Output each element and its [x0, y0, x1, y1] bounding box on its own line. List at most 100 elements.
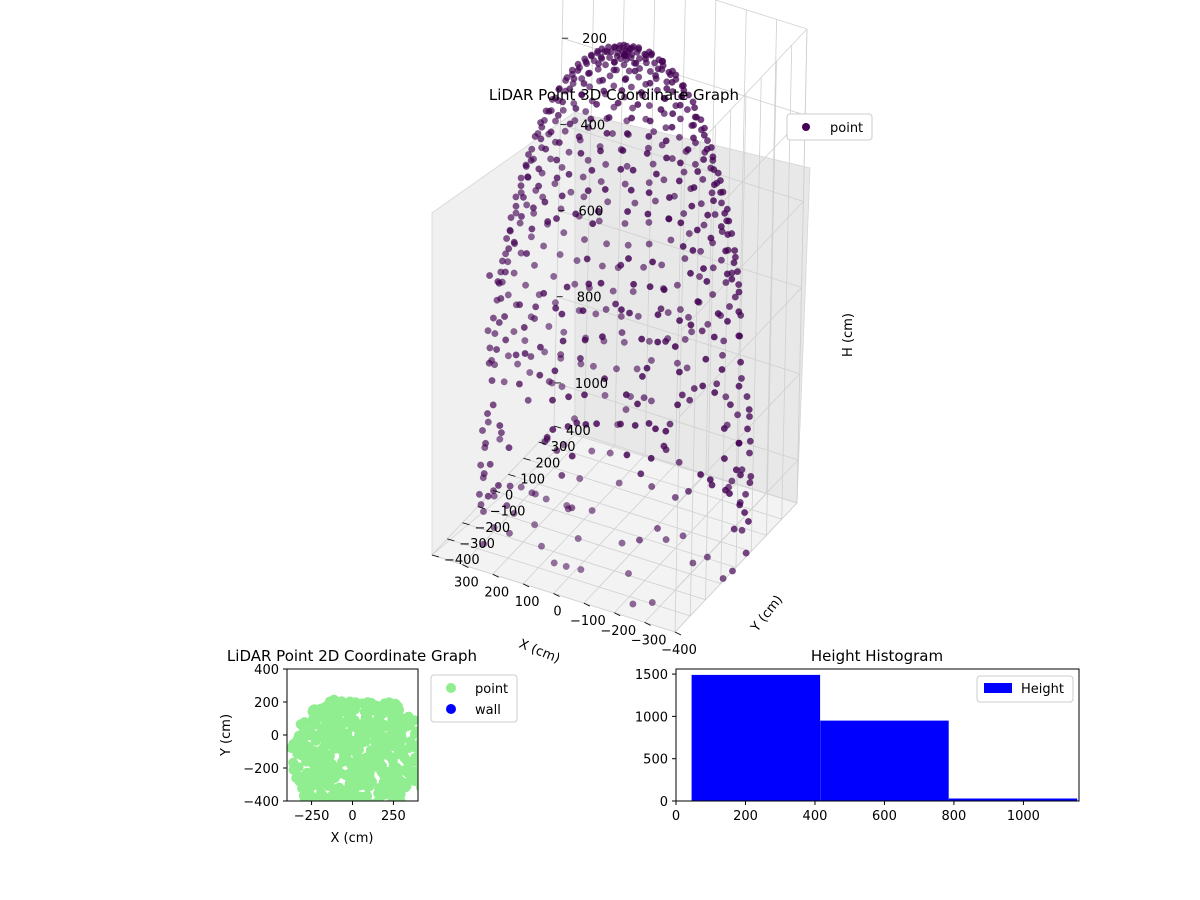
data-point-3d	[560, 229, 568, 237]
data-point-3d	[623, 451, 631, 459]
tick-label-z-3d: 800	[577, 291, 602, 306]
data-point-3d	[631, 421, 639, 429]
data-point-3d	[538, 123, 546, 131]
data-point-3d	[625, 67, 633, 75]
histogram-title: Height Histogram	[811, 647, 943, 665]
data-point-3d	[559, 106, 567, 114]
data-point-3d	[735, 439, 743, 447]
data-point-2d	[335, 807, 345, 817]
data-point-3d	[662, 536, 670, 544]
histogram-bars	[691, 674, 1078, 801]
data-point-2d	[361, 811, 371, 821]
data-point-2d	[317, 790, 328, 801]
grid-backy-x	[644, 0, 656, 455]
data-point-3d	[728, 275, 736, 283]
data-point-3d	[631, 199, 639, 207]
data-point-3d	[617, 261, 625, 269]
data-point-3d	[581, 336, 589, 344]
data-point-3d	[528, 145, 536, 153]
data-point-2d	[371, 734, 381, 745]
data-point-3d	[576, 354, 584, 362]
data-point-3d	[642, 55, 650, 63]
data-point-3d	[486, 344, 494, 352]
data-point-3d	[574, 535, 582, 542]
data-point-3d	[547, 155, 555, 163]
data-point-3d	[549, 396, 556, 404]
data-point-3d	[627, 83, 635, 91]
data-point-3d	[527, 233, 535, 241]
data-point-3d	[594, 207, 602, 215]
data-point-2d	[410, 766, 418, 777]
data-point-3d	[648, 599, 656, 606]
data-point-3d	[675, 458, 683, 466]
data-point-3d	[595, 60, 603, 68]
data-point-3d	[737, 471, 744, 479]
data-point-3d	[542, 495, 550, 503]
tick-x-3d	[644, 622, 651, 626]
data-point-3d	[658, 141, 666, 149]
data-point-3d	[645, 189, 653, 197]
data-point-3d	[622, 406, 630, 414]
data-point-3d	[711, 211, 719, 218]
data-point-3d	[646, 283, 654, 291]
data-point-3d	[648, 483, 656, 490]
data-point-3d	[515, 380, 523, 388]
data-point-3d	[605, 114, 613, 121]
data-point-2d	[395, 712, 406, 723]
data-point-3d	[675, 133, 683, 141]
data-point-2d	[317, 746, 328, 757]
data-point-2d	[417, 739, 418, 746]
legend-3d-frame	[786, 113, 873, 141]
data-point-3d	[554, 111, 562, 119]
legend-2d-marker-wall	[446, 704, 456, 714]
data-point-3d	[700, 221, 708, 229]
data-point-3d	[572, 210, 580, 218]
data-point-3d	[613, 365, 620, 373]
data-point-3d	[742, 549, 750, 557]
data-point-3d	[653, 86, 661, 94]
data-point-2d	[316, 726, 327, 737]
grid-backy-x	[766, 19, 778, 494]
data-point-3d	[512, 202, 520, 210]
data-point-3d	[506, 482, 514, 490]
data-point-3d	[601, 375, 609, 383]
data-point-2d	[387, 710, 398, 721]
tick-label-y-histogram: 0	[660, 795, 668, 810]
data-point-3d	[618, 329, 626, 337]
data-point-3d	[718, 199, 725, 207]
data-point-2d	[369, 803, 379, 813]
data-point-2d	[354, 753, 365, 764]
grid-floor-y	[477, 506, 721, 585]
data-point-3d	[529, 204, 537, 212]
legend-2d-marker-point	[446, 683, 456, 693]
data-point-3d	[565, 148, 573, 156]
data-point-3d	[685, 91, 692, 99]
data-point-3d	[621, 180, 629, 188]
tick-label-y-histogram: 1500	[635, 668, 668, 683]
data-point-3d	[563, 74, 571, 82]
data-point-3d	[603, 240, 611, 248]
data-point-3d	[512, 351, 520, 359]
data-point-3d	[640, 394, 648, 402]
data-point-2d	[369, 814, 379, 824]
data-point-3d	[581, 391, 588, 399]
data-point-3d	[747, 472, 755, 480]
data-point-2d	[389, 793, 400, 801]
data-point-3d	[579, 173, 587, 181]
data-point-3d	[593, 100, 601, 108]
z-axis-label-3d: H (cm)	[841, 313, 856, 357]
data-point-3d	[574, 60, 582, 68]
data-point-2d	[355, 767, 366, 778]
tick-label-y-3d: 400	[566, 424, 591, 439]
data-point-3d	[645, 337, 653, 345]
data-point-2d	[386, 753, 397, 764]
data-point-3d	[556, 251, 564, 259]
data-point-2d	[357, 722, 368, 732]
tick-label-x-3d: −200	[600, 624, 636, 639]
tick-label-z-3d: 400	[580, 118, 605, 133]
data-point-2d	[373, 713, 384, 724]
data-point-3d	[551, 367, 559, 375]
data-point-3d	[680, 210, 688, 218]
data-point-3d	[583, 255, 591, 263]
data-point-3d	[628, 114, 636, 122]
